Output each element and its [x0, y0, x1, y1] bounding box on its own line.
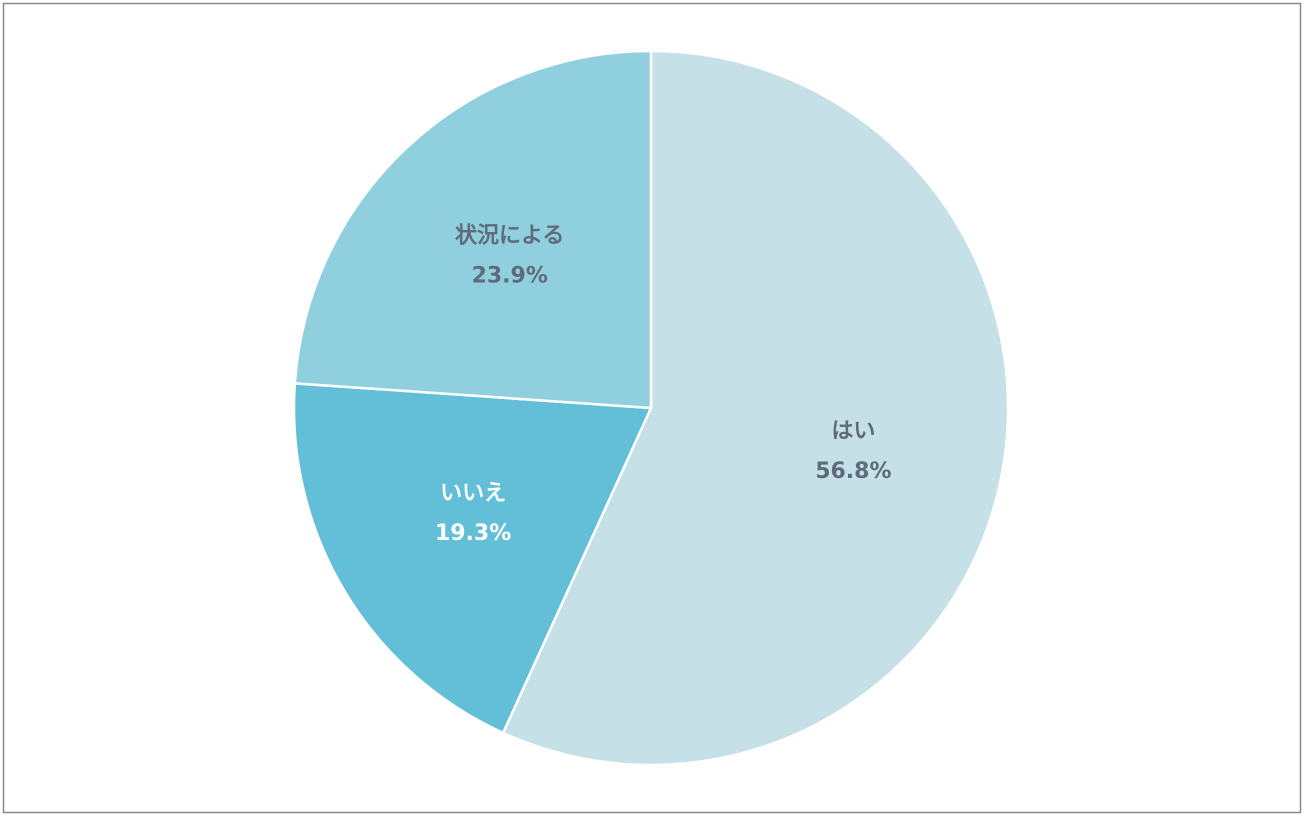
slice-value-label: 19.3% — [435, 521, 511, 546]
pie-slice — [501, 49, 1010, 767]
pie-slice — [293, 49, 653, 410]
slice-label: 状況による — [455, 224, 564, 249]
slice-value-label: 23.9% — [472, 264, 548, 289]
slice-label: はい — [831, 419, 875, 444]
slice-label: いいえ — [440, 481, 506, 506]
pie-slice — [292, 382, 653, 735]
slice-value-label: 56.8% — [815, 459, 891, 484]
